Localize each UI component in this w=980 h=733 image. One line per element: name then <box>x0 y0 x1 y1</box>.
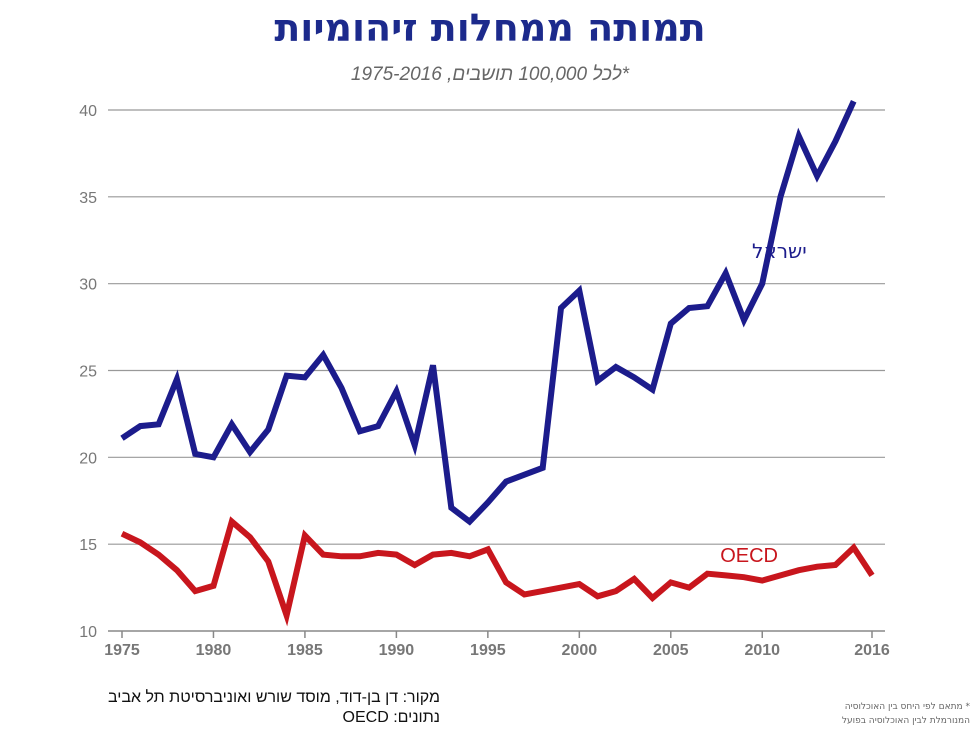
series-line-israel <box>120 100 857 526</box>
series-labels: ישראל OECD <box>720 239 806 567</box>
x-tick-label: 1980 <box>196 642 232 659</box>
chart-title: תמותה ממחלות זיהומיות <box>274 6 706 50</box>
footnote-line-2: המנורמלת לבין האוכלוסיה בפועל <box>841 716 970 726</box>
x-tick-label: 1990 <box>379 642 415 659</box>
x-tick-label: 2010 <box>744 642 780 659</box>
series-line-oecd <box>120 516 875 627</box>
series-lines <box>120 100 875 627</box>
x-tick-label: 1985 <box>287 642 323 659</box>
x-tick-label: 1975 <box>104 642 140 659</box>
series-label-israel: ישראל <box>752 239 807 263</box>
x-tick-label: 2000 <box>562 642 598 659</box>
chart-subtitle: לכל 100,000 תושבים, 1975-2016* <box>350 64 630 85</box>
grid-lines <box>108 109 885 632</box>
y-tick-label: 20 <box>79 450 97 467</box>
y-tick-label: 40 <box>79 103 97 120</box>
y-tick-label: 30 <box>79 277 97 294</box>
y-tick-label: 10 <box>79 624 97 641</box>
y-axis-ticks: 10 15 20 25 30 35 40 <box>79 103 97 641</box>
footnote-line-1: * מתאם לפי היחס בין האוכלוסיה <box>844 702 970 712</box>
data-line: נתונים: OECD <box>342 709 440 726</box>
x-tick-label: 2016 <box>854 642 890 659</box>
footnote: * מתאם לפי היחס בין האוכלוסיה המנורמלת ל… <box>770 700 970 728</box>
y-tick-label: 35 <box>79 190 97 207</box>
x-tick-label: 2005 <box>653 642 689 659</box>
source-note: מקור: דן בן-דוד, מוסד שורש ואוניברסיטת ת… <box>108 688 440 728</box>
y-tick-label: 15 <box>79 537 97 554</box>
source-line: מקור: דן בן-דוד, מוסד שורש ואוניברסיטת ת… <box>108 689 440 706</box>
y-tick-label: 25 <box>79 364 97 381</box>
x-axis-ticks: 1975 1980 1985 1990 1995 2000 2005 2010 2016 <box>104 631 890 659</box>
series-label-oecd: OECD <box>720 545 778 567</box>
x-tick-label: 1995 <box>470 642 506 659</box>
